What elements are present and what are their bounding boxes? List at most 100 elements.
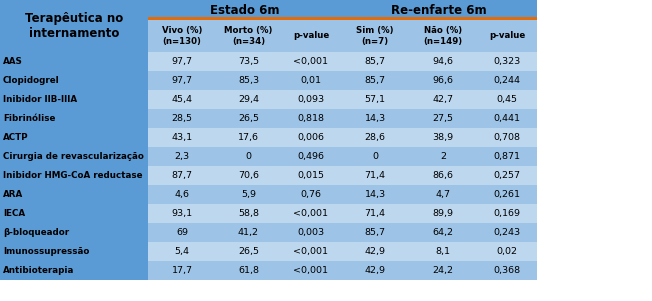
Text: 85,7: 85,7 — [364, 57, 385, 66]
Bar — [216, 71, 281, 90]
Text: 43,1: 43,1 — [171, 133, 192, 142]
Bar — [148, 0, 341, 20]
Text: 42,9: 42,9 — [364, 247, 385, 256]
Text: 69: 69 — [176, 228, 188, 237]
Bar — [281, 261, 341, 280]
Bar — [148, 90, 216, 109]
Text: ARA: ARA — [3, 190, 23, 199]
Text: 58,8: 58,8 — [238, 209, 259, 218]
Text: 70,6: 70,6 — [238, 171, 259, 180]
Bar — [341, 204, 409, 223]
Text: 2,3: 2,3 — [175, 152, 190, 161]
Bar — [0, 223, 148, 242]
Bar — [148, 147, 216, 166]
Bar — [409, 52, 477, 71]
Bar — [477, 71, 537, 90]
Text: 0,871: 0,871 — [494, 152, 520, 161]
Bar — [341, 0, 537, 20]
Bar — [216, 223, 281, 242]
Text: 0,015: 0,015 — [297, 171, 325, 180]
Bar — [409, 20, 477, 52]
Text: 0,093: 0,093 — [297, 95, 325, 104]
Text: 71,4: 71,4 — [364, 171, 385, 180]
Bar — [409, 109, 477, 128]
Bar — [341, 128, 409, 147]
Text: 87,7: 87,7 — [171, 171, 192, 180]
Bar — [216, 204, 281, 223]
Text: 0,818: 0,818 — [297, 114, 325, 123]
Bar — [148, 71, 216, 90]
Text: 0,003: 0,003 — [297, 228, 325, 237]
Text: 57,1: 57,1 — [364, 95, 385, 104]
Bar — [477, 223, 537, 242]
Text: <0,001: <0,001 — [293, 209, 329, 218]
Text: Imunossupressão: Imunossupressão — [3, 247, 89, 256]
Text: 0,169: 0,169 — [494, 209, 520, 218]
Bar — [148, 52, 216, 71]
Bar — [148, 204, 216, 223]
Text: Clopidogrel: Clopidogrel — [3, 76, 60, 85]
Text: 0,02: 0,02 — [497, 247, 518, 256]
Text: 71,4: 71,4 — [364, 209, 385, 218]
Bar — [409, 261, 477, 280]
Text: 94,6: 94,6 — [432, 57, 454, 66]
Bar — [409, 242, 477, 261]
Bar — [477, 166, 537, 185]
Bar — [281, 223, 341, 242]
Text: p-value: p-value — [489, 32, 525, 41]
Text: Estado 6m: Estado 6m — [210, 5, 279, 17]
Bar — [409, 147, 477, 166]
Text: 0,368: 0,368 — [494, 266, 520, 275]
Bar — [281, 90, 341, 109]
Text: 73,5: 73,5 — [238, 57, 259, 66]
Bar — [0, 261, 148, 280]
Bar — [409, 204, 477, 223]
Text: AAS: AAS — [3, 57, 23, 66]
Text: 29,4: 29,4 — [238, 95, 259, 104]
Bar — [148, 166, 216, 185]
Bar — [0, 0, 148, 52]
Bar — [477, 20, 537, 52]
Text: 26,5: 26,5 — [238, 247, 259, 256]
Bar — [281, 128, 341, 147]
Bar — [477, 147, 537, 166]
Bar — [281, 204, 341, 223]
Text: <0,001: <0,001 — [293, 266, 329, 275]
Text: Cirurgia de revascularização: Cirurgia de revascularização — [3, 152, 144, 161]
Text: 85,7: 85,7 — [364, 76, 385, 85]
Bar — [148, 223, 216, 242]
Text: 45,4: 45,4 — [171, 95, 192, 104]
Bar — [0, 90, 148, 109]
Text: IECA: IECA — [3, 209, 25, 218]
Text: 0,441: 0,441 — [494, 114, 520, 123]
Bar — [409, 166, 477, 185]
Text: 28,5: 28,5 — [171, 114, 192, 123]
Text: Inibidor HMG-CoA reductase: Inibidor HMG-CoA reductase — [3, 171, 143, 180]
Bar — [281, 166, 341, 185]
Text: Fibrinólise: Fibrinólise — [3, 114, 55, 123]
Bar — [148, 261, 216, 280]
Bar — [281, 52, 341, 71]
Text: Vivo (%)
(n=130): Vivo (%) (n=130) — [162, 26, 202, 46]
Text: Morto (%)
(n=34): Morto (%) (n=34) — [224, 26, 273, 46]
Text: 0,006: 0,006 — [297, 133, 325, 142]
Text: β-bloqueador: β-bloqueador — [3, 228, 69, 237]
Bar — [341, 20, 409, 52]
Bar — [0, 204, 148, 223]
Text: 27,5: 27,5 — [432, 114, 454, 123]
Bar — [148, 242, 216, 261]
Bar — [477, 109, 537, 128]
Text: 26,5: 26,5 — [238, 114, 259, 123]
Bar — [281, 20, 341, 52]
Text: 0,243: 0,243 — [494, 228, 520, 237]
Bar — [341, 109, 409, 128]
Bar — [477, 261, 537, 280]
Bar — [281, 71, 341, 90]
Bar — [216, 242, 281, 261]
Bar — [0, 109, 148, 128]
Bar — [409, 185, 477, 204]
Text: <0,001: <0,001 — [293, 57, 329, 66]
Bar — [341, 90, 409, 109]
Bar — [281, 185, 341, 204]
Bar — [477, 128, 537, 147]
